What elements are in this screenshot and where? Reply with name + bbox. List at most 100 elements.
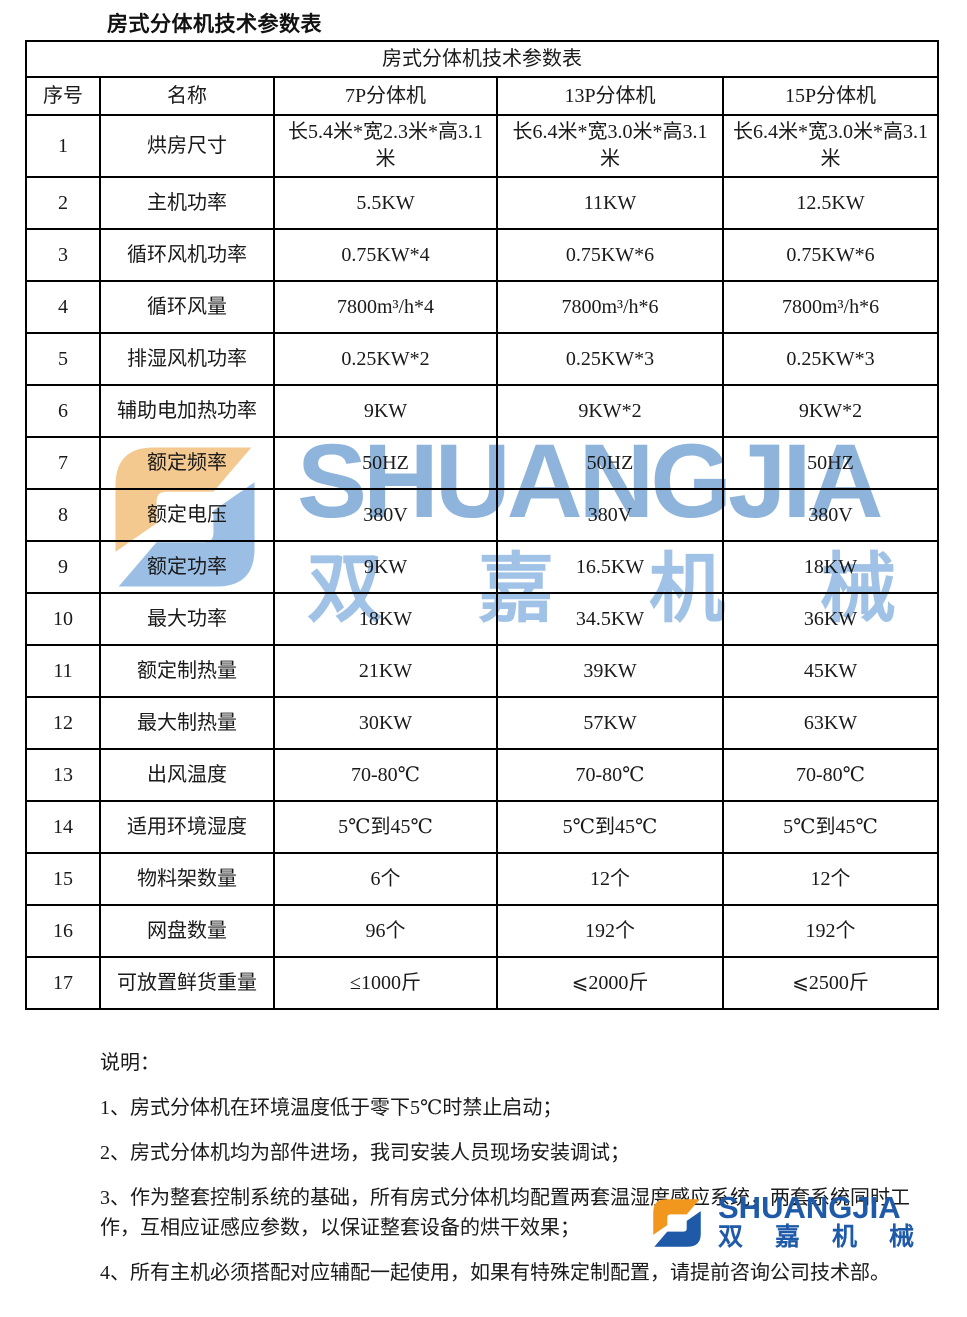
cell-index: 16 <box>25 904 101 958</box>
cell-value-13p: 34.5KW <box>496 592 724 646</box>
cell-value-7p: 18KW <box>273 592 498 646</box>
cell-name: 排湿风机功率 <box>99 332 275 386</box>
note-item: 1、房式分体机在环境温度低于零下5℃时禁止启动； <box>100 1097 563 1119</box>
table-row: 13 出风温度 70-80℃ 70-80℃ 70-80℃ <box>25 748 940 802</box>
note-item: 2、房式分体机均为部件进场，我司安装人员现场安装调试； <box>100 1142 630 1164</box>
table-row: 2 主机功率 5.5KW 11KW 12.5KW <box>25 176 940 230</box>
cell-index: 12 <box>25 696 101 750</box>
table-row: 16 网盘数量 96个 192个 192个 <box>25 904 940 958</box>
table-row: 3 循环风机功率 0.75KW*4 0.75KW*6 0.75KW*6 <box>25 228 940 282</box>
cell-name: 额定电压 <box>99 488 275 542</box>
cell-value-15p: 9KW*2 <box>721 384 940 438</box>
cell-value-15p: 380V <box>721 488 940 542</box>
cell-value-15p: ⩽2500斤 <box>721 956 940 1010</box>
cell-name: 可放置鲜货重量 <box>99 956 275 1010</box>
cell-value-7p: 0.25KW*2 <box>273 332 498 386</box>
cell-index: 7 <box>25 436 101 490</box>
cell-value-13p: 192个 <box>496 904 724 958</box>
cell-value-15p: 45KW <box>721 644 940 698</box>
table-caption: 房式分体机技术参数表 <box>24 40 940 78</box>
cell-name: 循环风量 <box>99 280 275 334</box>
notes-section: 说明： 1、房式分体机在环境温度低于零下5℃时禁止启动； 2、房式分体机均为部件… <box>100 1048 940 1303</box>
cell-value-7p: 5.5KW <box>273 176 498 230</box>
table-row: 6 辅助电加热功率 9KW 9KW*2 9KW*2 <box>25 384 940 438</box>
cell-value-13p: 50HZ <box>496 436 724 490</box>
cell-index: 11 <box>25 644 101 698</box>
cell-value-13p: 11KW <box>496 176 724 230</box>
cell-value-15p: 50HZ <box>721 436 940 490</box>
cell-value-13p: ⩽2000斤 <box>496 956 724 1010</box>
cell-index: 8 <box>25 488 101 542</box>
cell-index: 10 <box>25 592 101 646</box>
cell-value-13p: 5℃到45℃ <box>496 800 724 854</box>
table-row: 10 最大功率 18KW 34.5KW 36KW <box>25 592 940 646</box>
cell-value-13p: 380V <box>496 488 724 542</box>
table-row: 1 烘房尺寸 长5.4米*宽2.3米*高3.1米 长6.4米*宽3.0米*高3.… <box>25 114 940 178</box>
table-body: 1 烘房尺寸 长5.4米*宽2.3米*高3.1米 长6.4米*宽3.0米*高3.… <box>25 114 940 1010</box>
table-row: 7 额定频率 50HZ 50HZ 50HZ <box>25 436 940 490</box>
cell-index: 6 <box>25 384 101 438</box>
cell-value-15p: 7800m³/h*6 <box>721 280 940 334</box>
cell-value-13p: 7800m³/h*6 <box>496 280 724 334</box>
note-item: 3、作为整套控制系统的基础，所有房式分体机均配置两套温湿度感应系统，两套系统同时… <box>100 1187 910 1239</box>
cell-value-13p: 9KW*2 <box>496 384 724 438</box>
cell-index: 1 <box>25 114 101 178</box>
col-header-name: 名称 <box>99 76 275 116</box>
cell-index: 15 <box>25 852 101 906</box>
brand-logo-icon <box>653 1199 701 1247</box>
table-caption-row: 房式分体机技术参数表 <box>24 40 940 78</box>
brand-logo-cn-text: 双嘉机械 <box>718 1223 947 1251</box>
cell-value-13p: 0.25KW*3 <box>496 332 724 386</box>
cell-value-7p: ≤1000斤 <box>273 956 498 1010</box>
cell-name: 最大功率 <box>99 592 275 646</box>
cell-value-7p: 21KW <box>273 644 498 698</box>
cell-value-15p: 36KW <box>721 592 940 646</box>
cell-value-7p: 30KW <box>273 696 498 750</box>
cell-index: 14 <box>25 800 101 854</box>
cell-value-15p: 长6.4米*宽3.0米*高3.1米 <box>721 114 940 178</box>
cell-value-13p: 12个 <box>496 852 724 906</box>
cell-value-7p: 9KW <box>273 384 498 438</box>
cell-value-7p: 9KW <box>273 540 498 594</box>
cell-value-15p: 18KW <box>721 540 940 594</box>
cell-value-13p: 0.75KW*6 <box>496 228 724 282</box>
cell-value-15p: 5℃到45℃ <box>721 800 940 854</box>
cell-index: 9 <box>25 540 101 594</box>
spec-table: 房式分体机技术参数表 序号 名称 7P分体机 13P分体机 15P分体机 1 烘… <box>24 40 940 1010</box>
col-header-7p: 7P分体机 <box>273 76 498 116</box>
page-title: 房式分体机技术参数表 <box>107 13 322 36</box>
brand-logo: SHUANGJIA 双嘉机械 <box>648 1192 946 1251</box>
cell-name: 循环风机功率 <box>99 228 275 282</box>
cell-value-7p: 6个 <box>273 852 498 906</box>
cell-value-7p: 0.75KW*4 <box>273 228 498 282</box>
table-row: 17 可放置鲜货重量 ≤1000斤 ⩽2000斤 ⩽2500斤 <box>25 956 940 1010</box>
cell-name: 额定频率 <box>99 436 275 490</box>
cell-value-13p: 70-80℃ <box>496 748 724 802</box>
cell-name: 主机功率 <box>99 176 275 230</box>
table-header-row: 序号 名称 7P分体机 13P分体机 15P分体机 <box>25 76 940 116</box>
cell-name: 适用环境湿度 <box>99 800 275 854</box>
cell-index: 2 <box>25 176 101 230</box>
brand-logo-text-block: SHUANGJIA 双嘉机械 <box>718 1192 946 1251</box>
table-row: 5 排湿风机功率 0.25KW*2 0.25KW*3 0.25KW*3 <box>25 332 940 386</box>
cell-value-13p: 39KW <box>496 644 724 698</box>
cell-name: 额定功率 <box>99 540 275 594</box>
cell-value-15p: 63KW <box>721 696 940 750</box>
cell-value-15p: 0.75KW*6 <box>721 228 940 282</box>
cell-value-13p: 长6.4米*宽3.0米*高3.1米 <box>496 114 724 178</box>
cell-name: 额定制热量 <box>99 644 275 698</box>
col-header-13p: 13P分体机 <box>496 76 724 116</box>
spec-table-zone: SHUANGJIA 双嘉机械 房式分体机技术参数表 序号 名称 7P分体机 13… <box>24 40 940 1010</box>
cell-value-15p: 70-80℃ <box>721 748 940 802</box>
cell-value-15p: 12.5KW <box>721 176 940 230</box>
cell-value-7p: 长5.4米*宽2.3米*高3.1米 <box>273 114 498 178</box>
cell-value-7p: 70-80℃ <box>273 748 498 802</box>
table-row: 15 物料架数量 6个 12个 12个 <box>25 852 940 906</box>
cell-name: 出风温度 <box>99 748 275 802</box>
col-header-index: 序号 <box>25 76 101 116</box>
cell-index: 17 <box>25 956 101 1010</box>
cell-value-7p: 96个 <box>273 904 498 958</box>
table-row: 9 额定功率 9KW 16.5KW 18KW <box>25 540 940 594</box>
cell-value-7p: 7800m³/h*4 <box>273 280 498 334</box>
